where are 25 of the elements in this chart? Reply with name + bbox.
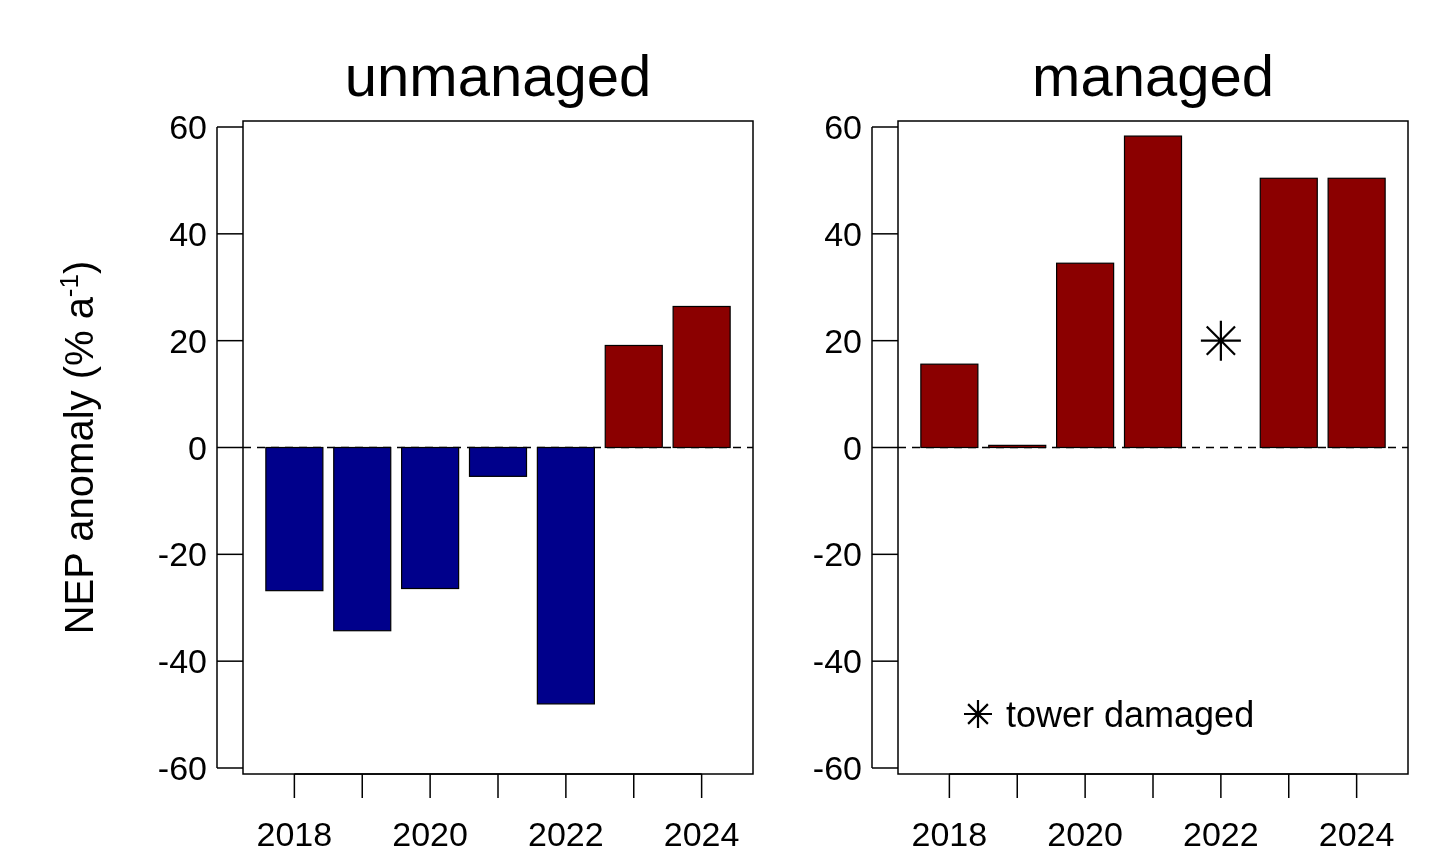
chart-title: unmanaged xyxy=(344,43,652,108)
y-tick-label: -20 xyxy=(812,535,862,574)
x-tick-label: 2022 xyxy=(528,815,604,853)
x-tick-label: 2018 xyxy=(911,815,988,853)
y-tick-label: -60 xyxy=(812,749,862,787)
y-tick-label: -40 xyxy=(812,642,862,681)
x-tick-label: 2018 xyxy=(256,815,333,853)
x-tick-label: 2020 xyxy=(1047,815,1123,853)
y-tick-label: 20 xyxy=(169,321,207,360)
y-tick-label: 20 xyxy=(824,321,862,360)
legend-label: tower damaged xyxy=(1006,693,1255,735)
y-tick-label: 60 xyxy=(824,108,862,146)
y-tick-label: 40 xyxy=(169,214,207,253)
y-tick-label: 40 xyxy=(824,214,862,253)
x-tick-label: 2024 xyxy=(663,815,740,853)
x-tick-label: 2020 xyxy=(392,815,468,853)
chart-title: managed xyxy=(1032,43,1274,108)
y-tick-label: 60 xyxy=(169,108,207,146)
x-tick-label: 2022 xyxy=(1183,815,1259,853)
x-tick-label: 2024 xyxy=(1318,815,1395,853)
y-tick-label: -20 xyxy=(157,535,207,574)
y-tick-label: -40 xyxy=(157,642,207,681)
y-tick-label: 0 xyxy=(843,428,862,467)
y-tick-label: 0 xyxy=(188,428,207,467)
y-tick-label: -60 xyxy=(157,749,207,787)
